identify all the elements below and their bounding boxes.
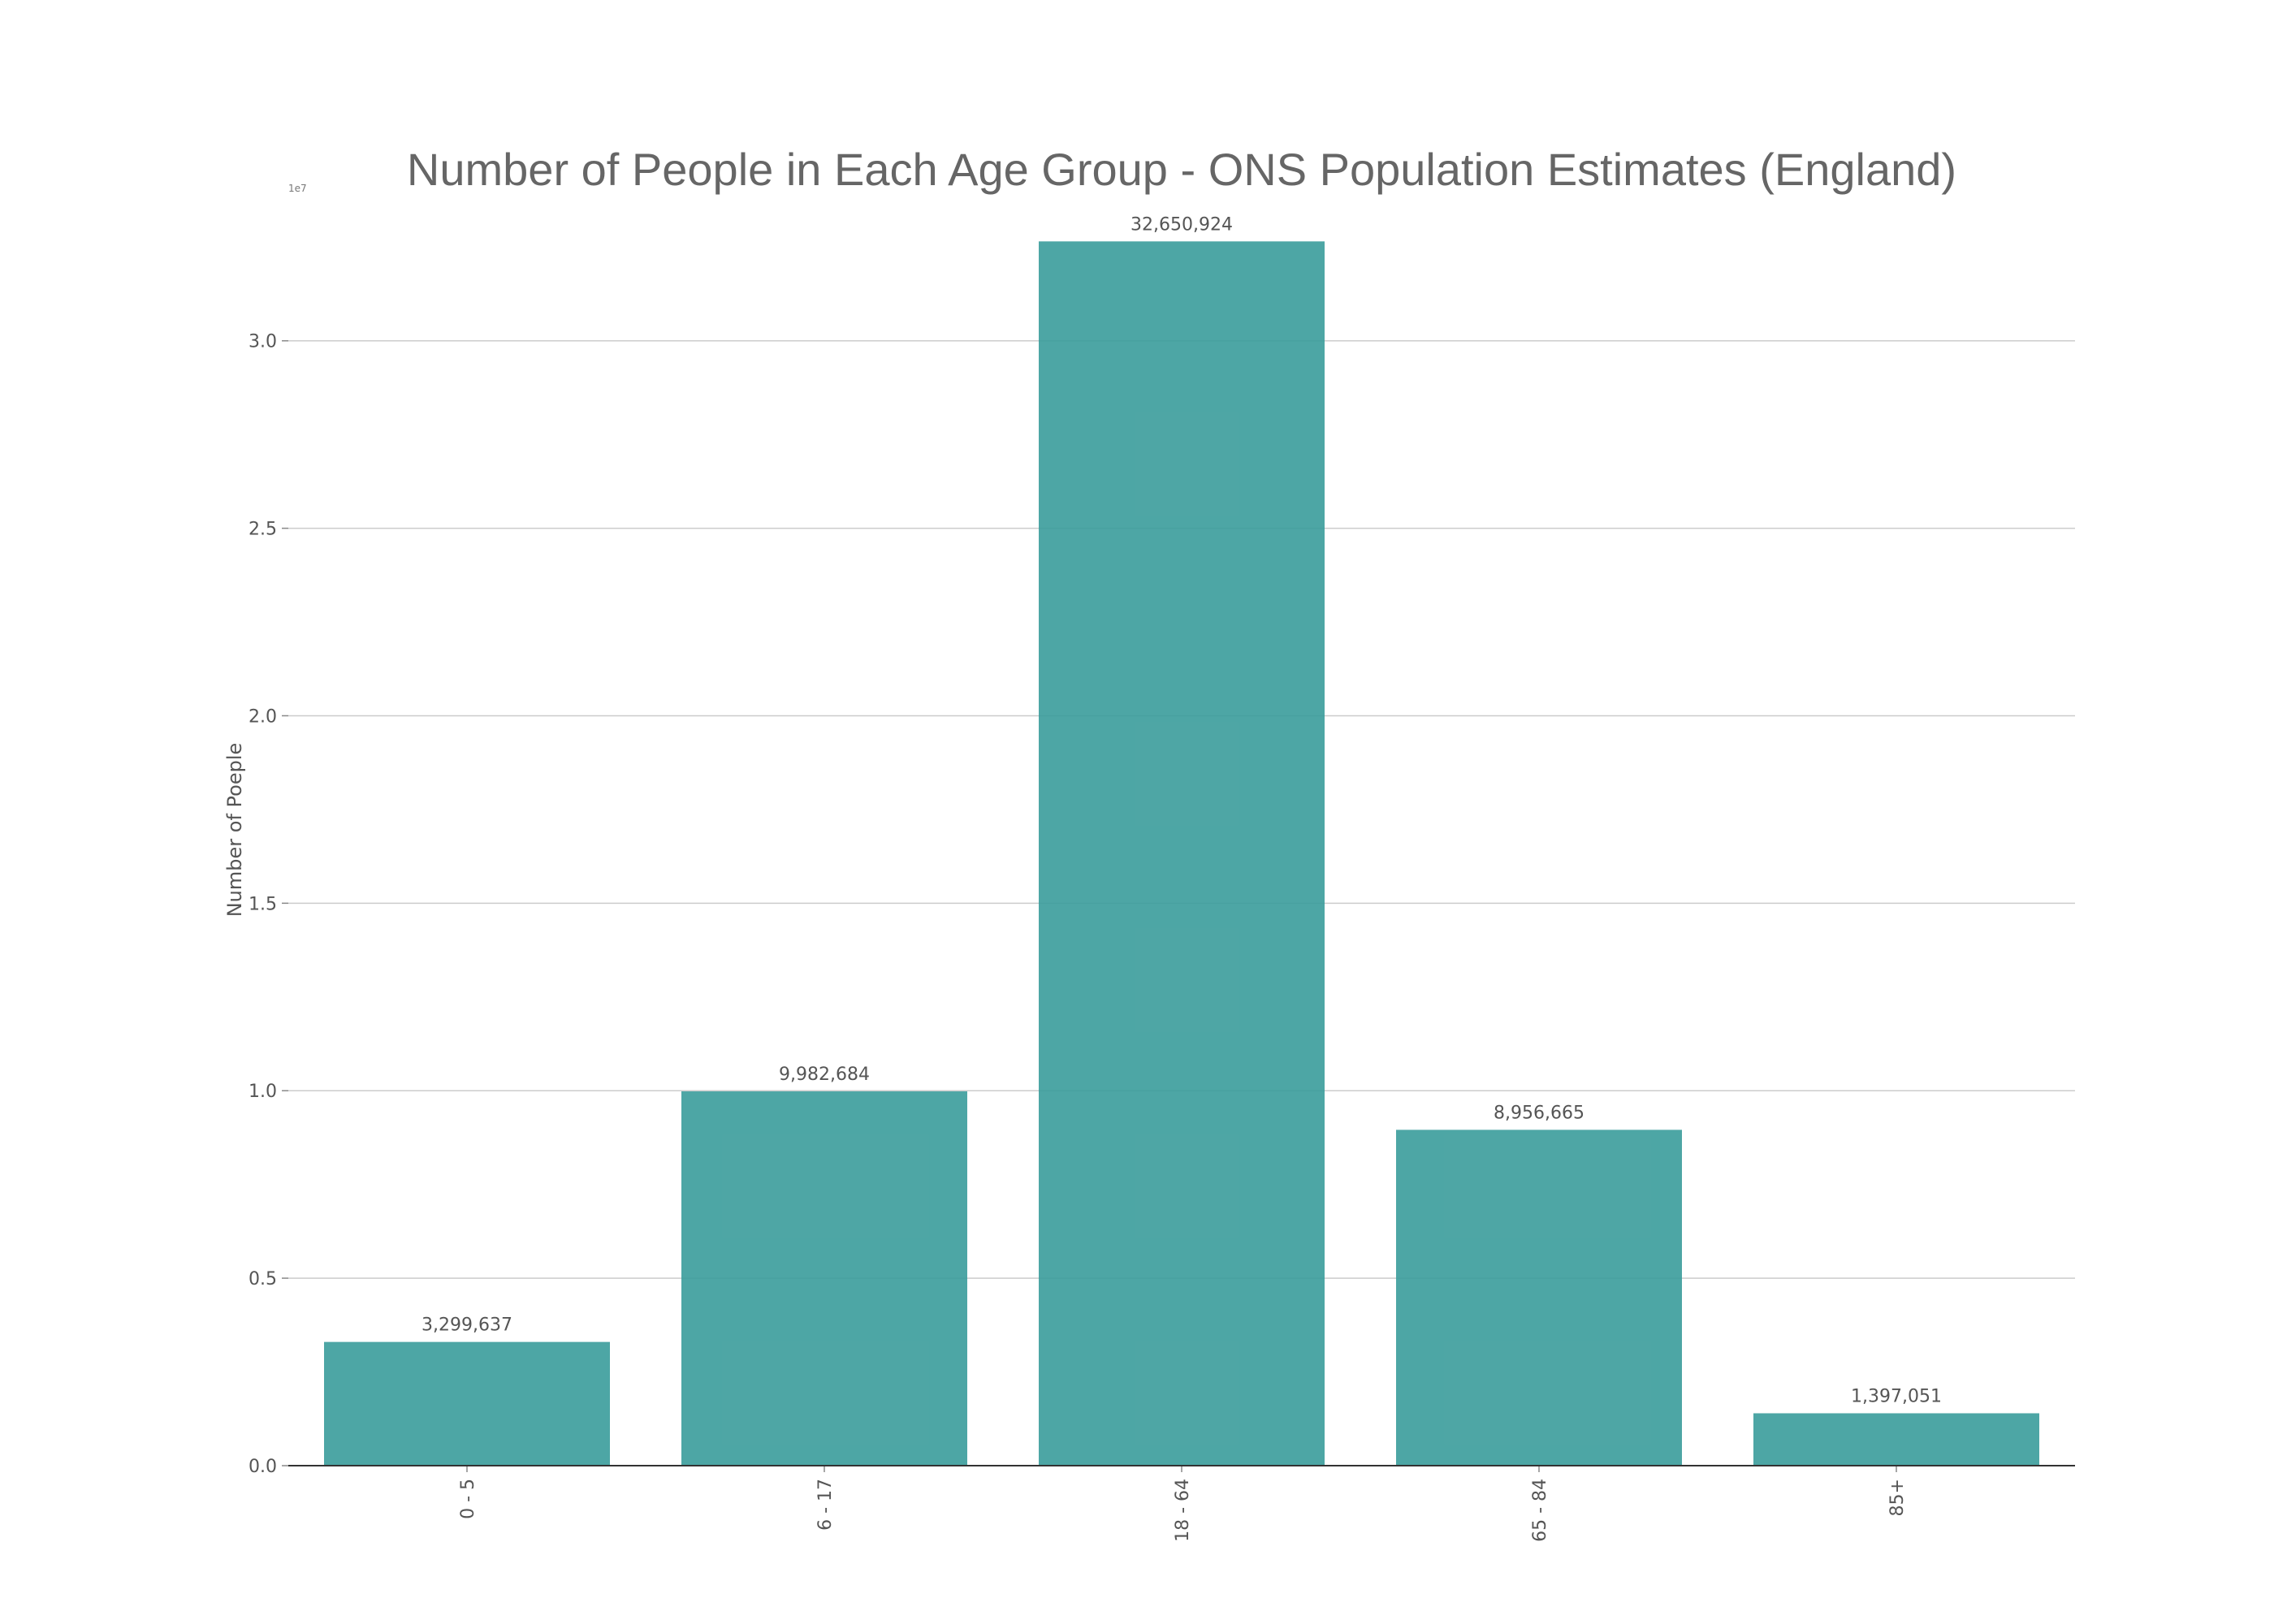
x-axis-ticks: 0 - 5 6 - 17 18 - 64 65 - 84 85+ [458,1466,1908,1542]
y-axis-offset-label: 1e7 [288,183,307,194]
bars [324,241,2039,1466]
bar-value-label: 3,299,637 [422,1315,512,1336]
y-tick-label: 3.0 [249,332,277,352]
data-labels: 3,299,637 9,982,684 32,650,924 8,956,665 1,3… [422,214,1942,1406]
bar-18-64 [1039,241,1325,1466]
bar-value-label: 9,982,684 [779,1065,870,1085]
x-tick-label: 85+ [1887,1479,1908,1516]
y-tick-label: 0.5 [249,1269,277,1289]
y-axis-ticks: 0.0 0.5 1.0 1.5 2.0 2.5 3.0 [249,332,288,1477]
x-tick-label: 0 - 5 [458,1479,478,1519]
x-tick-label: 6 - 17 [815,1479,836,1531]
y-tick-label: 1.0 [249,1082,277,1102]
x-tick-label: 18 - 64 [1173,1479,1193,1542]
chart-title: Number of People in Each Age Group - ONS… [407,144,1956,195]
bar-6-17 [681,1091,967,1466]
bar-value-label: 32,650,924 [1131,214,1233,235]
y-tick-label: 2.0 [249,706,277,727]
bar-value-label: 8,956,665 [1494,1103,1584,1123]
bar-0-5 [324,1341,610,1466]
bar-85 [1753,1413,2039,1466]
y-tick-label: 2.5 [249,520,277,540]
x-tick-label: 65 - 84 [1530,1479,1550,1542]
bar-65-84 [1396,1129,1682,1466]
y-tick-label: 0.0 [249,1457,277,1477]
y-tick-label: 1.5 [249,894,277,914]
bar-value-label: 1,397,051 [1851,1386,1942,1406]
y-axis-label: Number of Poeple [223,743,246,918]
